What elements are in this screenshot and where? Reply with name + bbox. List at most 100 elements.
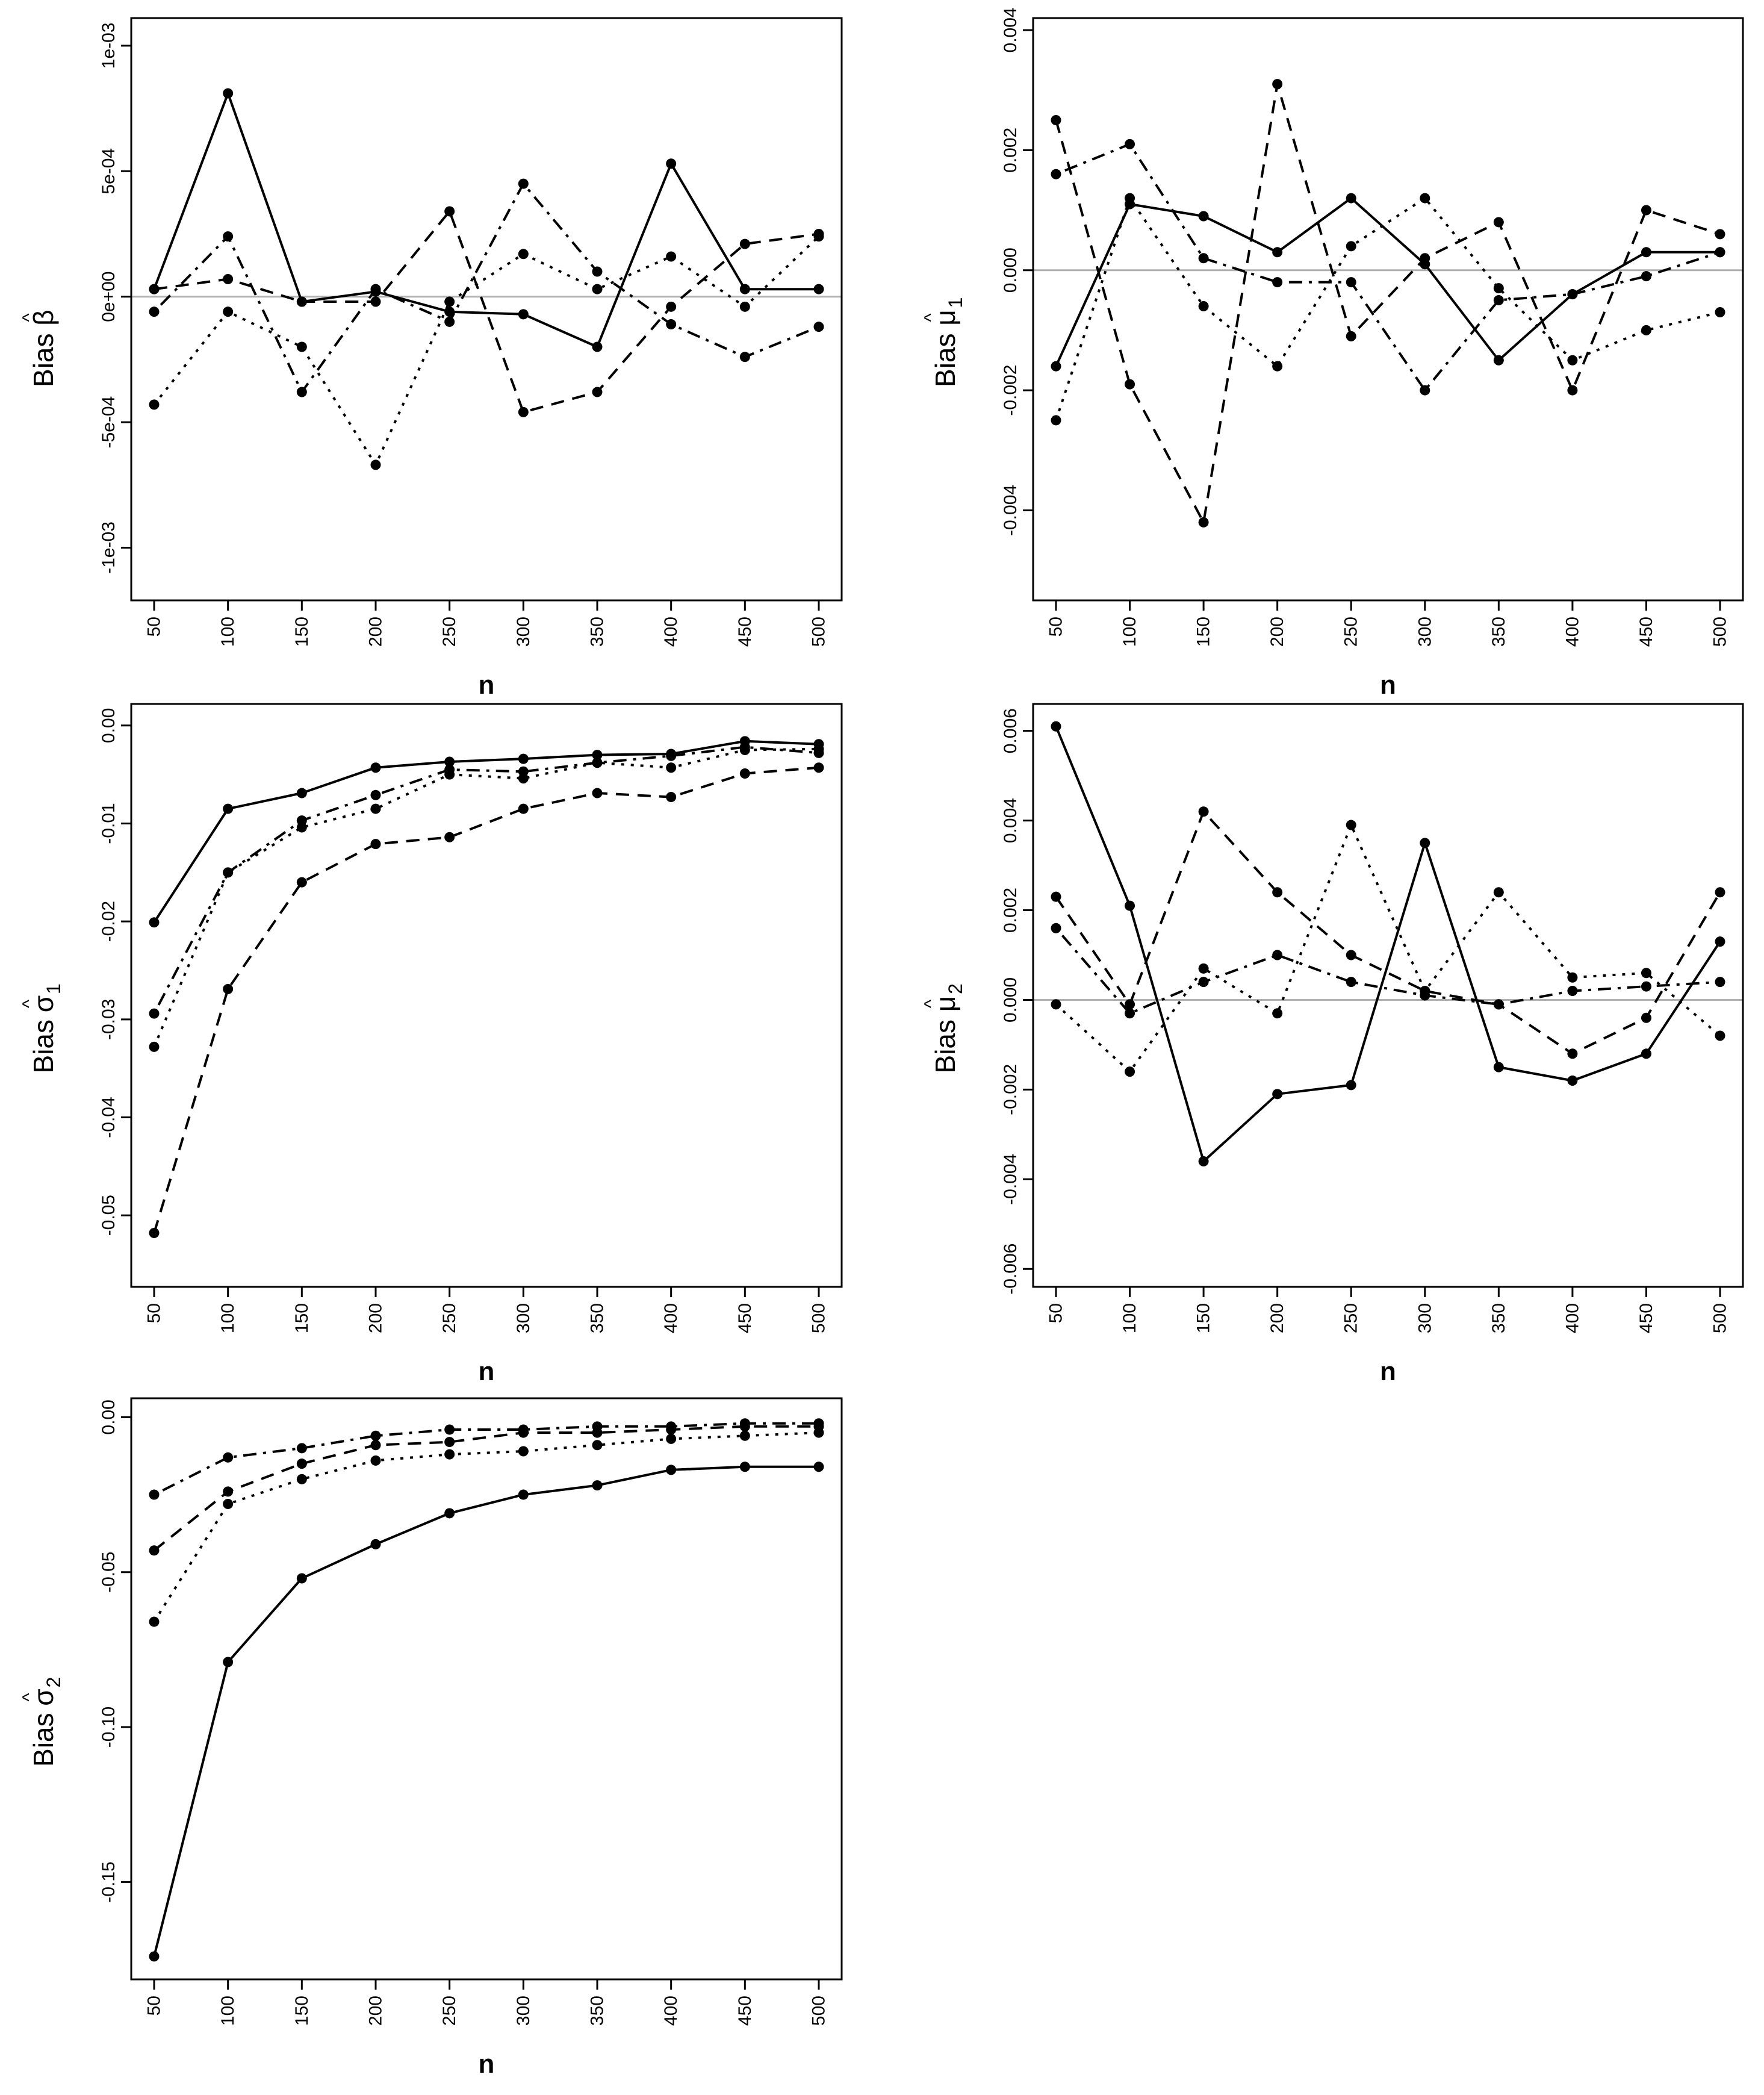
- y-tick-label: -0.05: [99, 1195, 119, 1236]
- data-point-dotdash-n200: [370, 789, 381, 800]
- data-point-dotted-n400: [666, 251, 677, 262]
- x-tick-label: 500: [1710, 617, 1730, 647]
- x-tick-label: 300: [514, 617, 533, 647]
- data-point-dotdash-n500: [813, 322, 824, 332]
- x-tick-label: 100: [218, 617, 238, 647]
- y-tick-label: 0.004: [1001, 7, 1020, 52]
- data-point-dotted-n150: [1198, 301, 1209, 312]
- data-point-dotted-n350: [1493, 887, 1504, 898]
- data-point-dotted-n500: [1715, 1030, 1725, 1041]
- data-point-dashed-n150: [1198, 517, 1209, 528]
- data-point-dotted-n200: [370, 1455, 381, 1466]
- data-point-dotdash-n300: [518, 1424, 529, 1435]
- data-point-dashed-n200: [370, 296, 381, 307]
- data-point-dotted-n50: [149, 399, 160, 410]
- data-point-dotdash-n450: [1641, 271, 1651, 282]
- x-tick-label: 250: [1341, 617, 1361, 647]
- x-tick-label: 200: [366, 1996, 386, 2026]
- data-point-solid-n450: [739, 1462, 750, 1472]
- data-point-dotdash-n350: [592, 758, 603, 768]
- x-tick-label: 50: [144, 1303, 164, 1323]
- y-tick-label: -0.10: [99, 1707, 119, 1748]
- data-point-dotdash-n400: [666, 319, 677, 330]
- data-point-dotdash-n300: [1420, 385, 1430, 396]
- x-tick-label: 250: [1341, 1303, 1361, 1333]
- x-tick-label: 200: [1267, 1303, 1287, 1333]
- data-point-solid-n150: [1198, 1156, 1209, 1167]
- x-tick-label: 400: [661, 1303, 681, 1333]
- x-tick-label: 400: [1562, 617, 1582, 647]
- y-axis-label: Bias σ^ 2: [19, 1677, 64, 1767]
- x-tick-label: 150: [1194, 1303, 1214, 1333]
- data-point-solid-n400: [666, 1465, 677, 1475]
- data-point-solid-n200: [1272, 247, 1283, 258]
- y-tick-label: 0.002: [1001, 128, 1020, 173]
- x-tick-label: 450: [1636, 617, 1656, 647]
- data-point-dotdash-n400: [666, 750, 677, 761]
- data-point-solid-n400: [1567, 1075, 1578, 1086]
- data-point-dashed-n100: [223, 1486, 234, 1497]
- x-tick-label: 200: [1267, 617, 1287, 647]
- data-point-dotted-n400: [1567, 355, 1578, 366]
- data-point-dashed-n400: [1567, 385, 1578, 396]
- y-label-hat: ^: [19, 1000, 39, 1008]
- series-line-dotdash: [154, 1422, 819, 1496]
- series-line-solid: [153, 739, 819, 923]
- data-point-dotted-n350: [592, 1440, 603, 1451]
- x-tick-label: 500: [809, 617, 829, 647]
- data-point-solid-n250: [1346, 193, 1356, 204]
- data-point-dotdash-n400: [1567, 986, 1578, 997]
- data-point-dotted-n300: [518, 1446, 529, 1457]
- data-point-solid-n250: [444, 756, 455, 767]
- x-tick-label: 300: [1415, 1303, 1435, 1333]
- y-tick-label: 0.00: [99, 1399, 119, 1434]
- panel-mu2: -0.006 -0.004 -0.002 0.000 0.002 0.004 0.006 50…: [921, 703, 1744, 1386]
- panel-sigma1: -0.05 -0.04 -0.03 -0.02 -0.01 0.00 50 100 150 200…: [19, 703, 843, 1386]
- data-point-dotdash-n300: [518, 766, 529, 777]
- data-point-dashed-n250: [1346, 950, 1356, 960]
- data-point-solid-n300: [518, 309, 529, 320]
- data-point-dashed-n450: [1641, 205, 1651, 216]
- data-point-dashed-n350: [1493, 217, 1504, 228]
- data-point-dashed-n450: [1641, 1012, 1651, 1023]
- data-point-dotdash-n100: [1125, 1008, 1135, 1019]
- y-tick-label: 5e-04: [99, 148, 119, 195]
- x-tick-label: 150: [292, 1303, 312, 1333]
- y-label-subscript: 1: [43, 983, 64, 994]
- data-point-dashed-n100: [1125, 379, 1135, 390]
- x-tick-label: 400: [1562, 1303, 1582, 1333]
- y-label-hat: ^: [921, 313, 941, 322]
- data-point-solid-n200: [370, 762, 381, 773]
- data-point-solid-n350: [592, 750, 603, 761]
- y-axis-label: Bias β^: [19, 310, 59, 387]
- data-point-solid-n450: [1641, 247, 1651, 258]
- y-label-subscript: 1: [945, 297, 966, 308]
- data-point-solid-n100: [223, 88, 234, 99]
- data-point-dashed-n150: [296, 877, 307, 888]
- x-tick-label: 450: [735, 617, 755, 647]
- data-point-dotdash-n100: [1125, 139, 1135, 149]
- data-point-dotdash-n450: [739, 742, 750, 753]
- y-label-hat: ^: [19, 1693, 39, 1701]
- panel-beta: -1e-03 -5e-04 0e+00 5e-04 1e-03 50 100 150 200 25…: [19, 17, 843, 700]
- x-tick-label: 100: [1120, 617, 1140, 647]
- x-tick-label: 50: [1046, 1303, 1066, 1323]
- x-tick-label: 150: [1194, 617, 1214, 647]
- data-point-dotdash-n350: [1493, 999, 1504, 1010]
- data-point-dotdash-n250: [444, 316, 455, 327]
- data-point-dotted-n200: [1272, 361, 1283, 372]
- x-tick-label: 350: [1489, 617, 1509, 647]
- y-tick-label: -0.03: [99, 999, 119, 1040]
- data-point-dotdash-n50: [149, 1008, 160, 1019]
- x-tick-label: 450: [1636, 1303, 1656, 1333]
- y-axis-label: Bias μ^ 1: [921, 297, 966, 387]
- data-point-dotted-n50: [1051, 415, 1061, 426]
- data-point-dotted-n250: [444, 296, 455, 307]
- data-point-dotted-n200: [370, 459, 381, 470]
- data-point-solid-n100: [223, 1657, 234, 1667]
- data-point-dotdash-n400: [666, 1421, 677, 1432]
- data-point-dotted-n450: [739, 301, 750, 312]
- data-point-solid-n350: [1493, 1062, 1504, 1072]
- data-point-dotdash-n150: [296, 387, 307, 397]
- data-point-dashed-n50: [149, 1545, 160, 1556]
